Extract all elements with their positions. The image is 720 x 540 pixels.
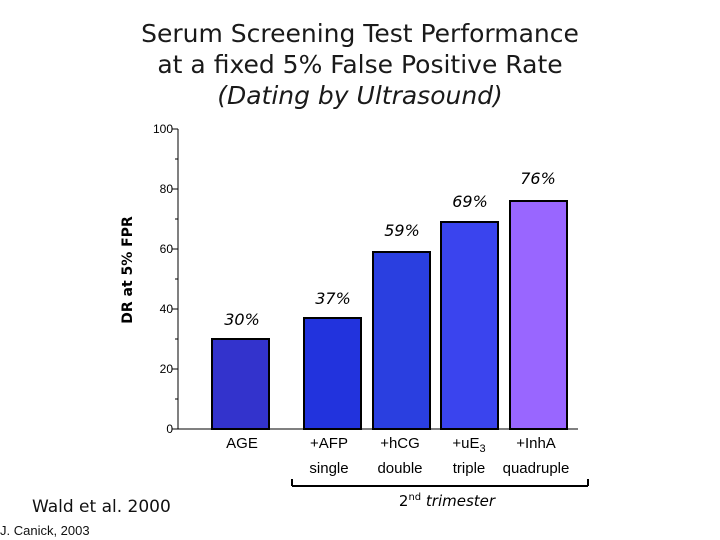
data-label: 69% <box>452 192 488 211</box>
data-label: 76% <box>520 169 556 188</box>
x-sublabel: single <box>309 460 348 477</box>
bar-hcg <box>372 251 431 430</box>
bar-inha <box>509 200 568 430</box>
bar-afp <box>303 317 362 430</box>
reference-credit: Wald et al. 2000 <box>32 497 171 517</box>
x-category-label: AGE <box>226 435 258 452</box>
title-line-2: at a fixed 5% False Positive Rate <box>157 50 563 79</box>
x-category-label: +AFP <box>310 435 348 452</box>
x-sublabel: triple <box>453 460 486 477</box>
chart-bars <box>211 200 568 430</box>
y-tick-label: 100 <box>153 122 173 136</box>
title-line-1: Serum Screening Test Performance <box>141 19 579 48</box>
x-sublabel: double <box>377 460 422 477</box>
bar-age <box>211 338 270 430</box>
chart-title: Serum Screening Test Performance at a fi… <box>0 18 720 111</box>
y-tick-label: 40 <box>160 302 174 316</box>
x-category-label: +hCG <box>380 435 420 452</box>
trimester-bracket: 2nd trimester <box>291 479 589 510</box>
chart-labels: 30% 37% 59% 69% 76% AGE +AFP single +hCG double +u… <box>224 169 569 477</box>
data-label: 37% <box>315 289 351 308</box>
y-tick-label: 0 <box>166 422 173 436</box>
x-sublabel: quadruple <box>503 460 570 477</box>
y-axis-label: DR at 5% FPR <box>120 216 136 324</box>
title-line-3: (Dating by Ultrasound) <box>217 81 503 110</box>
author-credit: J. Canick, 2003 <box>0 523 90 538</box>
x-category-label: +uE3 <box>452 435 485 455</box>
y-tick-label: 60 <box>160 242 174 256</box>
y-tick-label: 20 <box>160 362 174 376</box>
data-label: 30% <box>224 310 260 329</box>
bracket-label: 2nd trimester <box>399 492 496 510</box>
data-label: 59% <box>384 221 420 240</box>
x-category-label: +InhA <box>516 435 556 452</box>
y-tick-label: 80 <box>160 182 174 196</box>
bar-ue3 <box>440 221 499 430</box>
